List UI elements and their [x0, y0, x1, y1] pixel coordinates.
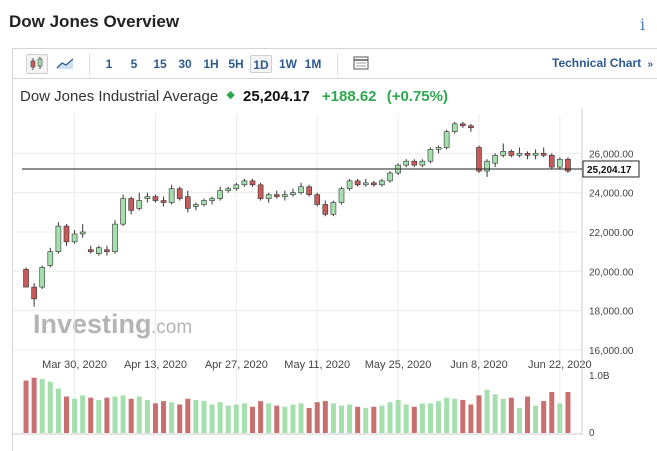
double-chevron-right-icon: »	[647, 59, 654, 70]
info-icon[interactable]: i	[640, 15, 646, 34]
page-title: Dow Jones Overview	[9, 12, 180, 31]
toolbar-separator	[337, 53, 338, 75]
up-arrow-icon: ◆	[226, 89, 235, 101]
table-icon[interactable]	[351, 54, 373, 74]
instrument-name: Dow Jones Industrial Average	[20, 88, 219, 105]
toolbar-separator	[89, 53, 90, 75]
candlestick-icon[interactable]	[26, 54, 48, 74]
quote-line: Dow Jones Industrial Average ◆ 25,204.17…	[20, 88, 448, 105]
timeframe-1m[interactable]: 1M	[304, 57, 322, 71]
overview-header: Dow Jones Overview i	[0, 0, 657, 48]
timeframe-1h[interactable]: 1H	[203, 57, 219, 71]
technical-chart-label: Technical Chart	[552, 56, 642, 70]
timeframe-30[interactable]: 30	[178, 57, 192, 71]
timeframe-15[interactable]: 15	[153, 57, 167, 71]
timeframe-1d[interactable]: 1D	[250, 55, 272, 73]
price-change-percent: (+0.75%)	[386, 88, 448, 105]
technical-chart-link[interactable]: Technical Chart »	[552, 56, 653, 70]
chart-toolbar: 1 5 15 30 1H 5H 1D 1W 1M Technical Chart…	[12, 48, 657, 79]
timeframe-5[interactable]: 5	[130, 57, 138, 71]
area-chart-icon[interactable]	[54, 54, 76, 74]
chart-panel	[12, 79, 657, 451]
timeframe-1w[interactable]: 1W	[279, 57, 297, 71]
timeframe-5h[interactable]: 5H	[228, 57, 244, 71]
last-price: 25,204.17	[242, 88, 310, 105]
price-change: +188.62	[321, 88, 377, 105]
timeframe-1[interactable]: 1	[105, 57, 113, 71]
